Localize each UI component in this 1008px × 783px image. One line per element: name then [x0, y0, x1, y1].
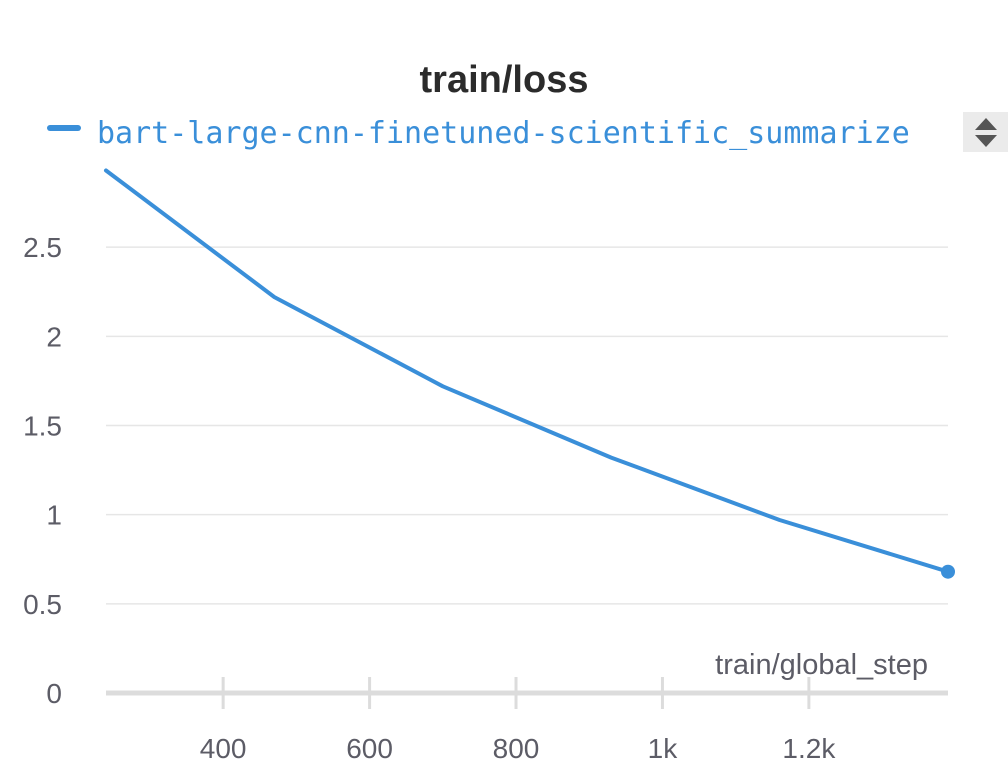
x-tick-label: 600 — [346, 733, 393, 764]
series-layer — [104, 168, 955, 579]
x-axis: 400 600 800 1k 1.2k — [106, 677, 948, 764]
x-tick-label: 1.2k — [782, 733, 836, 764]
triangle-up-icon[interactable] — [975, 118, 997, 130]
y-tick-label: 0.5 — [23, 589, 62, 620]
x-tick-label: 1k — [648, 733, 679, 764]
x-tick-label: 400 — [200, 733, 247, 764]
triangle-down-icon[interactable] — [975, 135, 997, 147]
series-line[interactable] — [104, 168, 950, 574]
chart-title: train/loss — [420, 59, 589, 101]
grid — [106, 246, 948, 605]
y-tick-label: 1.5 — [23, 411, 62, 442]
x-axis-title: train/global_step — [715, 649, 928, 681]
legend: bart-large-cnn-finetuned-scientific_summ… — [47, 116, 910, 151]
y-tick-label: 2 — [46, 321, 62, 352]
last-point-marker[interactable] — [941, 564, 955, 579]
y-tick-label: 2.5 — [23, 232, 62, 263]
legend-scroll-control[interactable] — [963, 112, 1008, 152]
x-tick-label: 800 — [493, 733, 540, 764]
legend-label[interactable]: bart-large-cnn-finetuned-scientific_summ… — [97, 116, 910, 151]
y-tick-label: 1 — [46, 500, 62, 531]
y-axis: 0 0.5 1 1.5 2 2.5 — [23, 232, 62, 709]
y-tick-label: 0 — [46, 678, 62, 709]
